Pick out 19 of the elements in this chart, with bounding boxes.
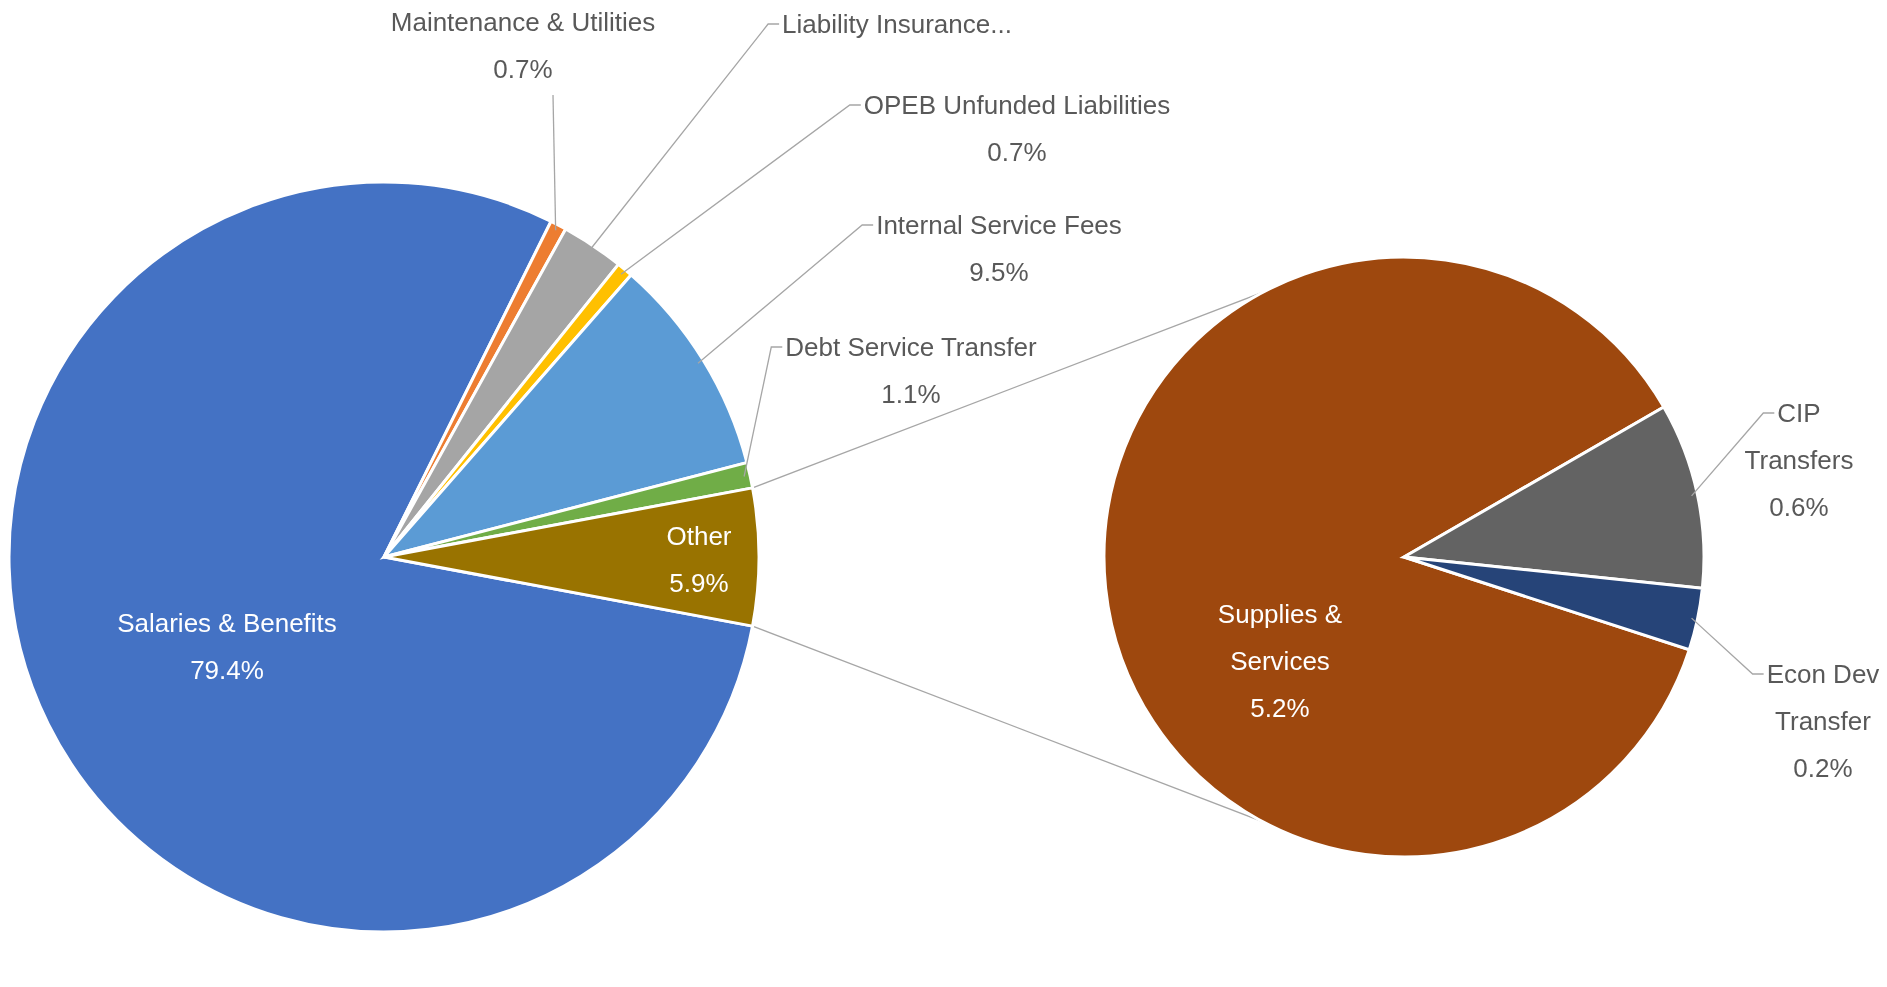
data-label: 79.4%: [190, 655, 264, 686]
slice-label: OPEB Unfunded Liabilities: [863, 90, 1171, 121]
slice-label: Liability Insurance...: [782, 9, 1012, 40]
slice-label: Debt Service Transfer: [785, 332, 1038, 363]
data-label: 0.7%: [493, 54, 553, 85]
slice-label: CIP Transfers: [1744, 398, 1854, 476]
data-label: 1.1%: [881, 379, 941, 410]
data-label: 5.2%: [1250, 693, 1310, 724]
data-label: 0.6%: [1769, 492, 1829, 523]
data-label: 5.9%: [669, 568, 729, 599]
slice-label: Salaries & Benefits: [117, 608, 337, 639]
data-label: 0.7%: [987, 137, 1047, 168]
slice-label: Internal Service Fees: [876, 210, 1122, 241]
data-label: 9.5%: [969, 257, 1029, 288]
slice-label: Econ Dev Transfer: [1766, 659, 1880, 737]
slice-label: Other: [666, 521, 732, 552]
slice-label: Maintenance & Utilities: [390, 7, 656, 38]
slice-label: Supplies & Services: [1217, 599, 1343, 677]
data-label: 0.2%: [1793, 753, 1853, 784]
